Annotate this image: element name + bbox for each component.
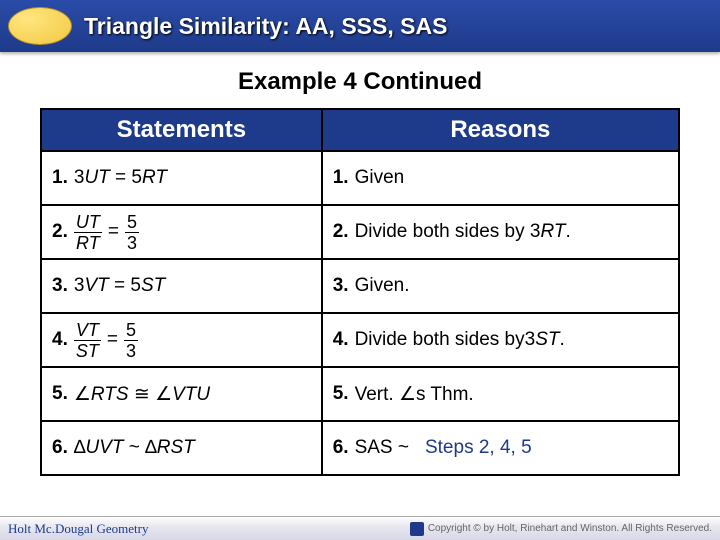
- steps-reference: Steps 2, 4, 5: [425, 437, 532, 459]
- footer-bar: Holt Mc.Dougal Geometry Copyright © by H…: [0, 516, 720, 540]
- fraction-5-3: 5 3: [125, 213, 139, 252]
- reason-text: SAS ~: [355, 437, 409, 459]
- row-number: 5.: [52, 383, 68, 405]
- example-subtitle: Example 4 Continued: [0, 52, 720, 108]
- statement-text: ∠RTS ≅ ∠VTU: [74, 383, 210, 406]
- reason-number: 1.: [333, 167, 349, 189]
- equals-sign: =: [108, 221, 119, 243]
- table-row: 4. VT ST = 5 3 4. Divide both sides by3S…: [41, 313, 679, 367]
- reason-text: Vert. ∠s Thm.: [355, 383, 474, 406]
- fraction-UT-RT: UT RT: [74, 213, 102, 252]
- statement-text: 3UT = 5RT: [74, 167, 167, 189]
- statement-text: 3VT = 5ST: [74, 275, 165, 297]
- reason-text: Given: [355, 167, 405, 189]
- chapter-title: Triangle Similarity: AA, SSS, SAS: [84, 13, 447, 40]
- reason-text: Given.: [355, 275, 410, 297]
- fraction-5-3: 5 3: [124, 321, 138, 360]
- table-row: 5. ∠RTS ≅ ∠VTU 5. Vert. ∠s Thm.: [41, 367, 679, 421]
- reason-number: 6.: [333, 437, 349, 459]
- statement-text: ∆UVT ~ ∆RST: [74, 437, 195, 459]
- table-row: 6. ∆UVT ~ ∆RST 6. SAS ~ Steps 2, 4, 5: [41, 421, 679, 475]
- copyright-label: Copyright © by Holt, Rinehart and Winsto…: [410, 522, 712, 536]
- proof-table: Statements Reasons 1. 3UT = 5RT 1. Given…: [40, 108, 680, 476]
- reason-number: 3.: [333, 275, 349, 297]
- table-row: 3. 3VT = 5ST 3. Given.: [41, 259, 679, 313]
- reason-number: 4.: [333, 329, 349, 351]
- row-number: 2.: [52, 221, 68, 243]
- row-number: 6.: [52, 437, 68, 459]
- table-row: 1. 3UT = 5RT 1. Given: [41, 151, 679, 205]
- equals-sign: =: [107, 329, 118, 351]
- header-oval-icon: [8, 7, 72, 45]
- row-number: 4.: [52, 329, 68, 351]
- row-number: 3.: [52, 275, 68, 297]
- title-bar: Triangle Similarity: AA, SSS, SAS: [0, 0, 720, 52]
- publisher-logo-icon: [410, 522, 424, 536]
- fraction-VT-ST: VT ST: [74, 321, 101, 360]
- header-statements: Statements: [41, 109, 322, 151]
- header-reasons: Reasons: [322, 109, 679, 151]
- reason-number: 2.: [333, 221, 349, 243]
- reason-number: 5.: [333, 383, 349, 405]
- reason-text: Divide both sides by3ST.: [355, 329, 565, 351]
- reason-text: Divide both sides by 3RT.: [355, 221, 571, 243]
- table-row: 2. UT RT = 5 3 2. Divide both sides by 3…: [41, 205, 679, 259]
- row-number: 1.: [52, 167, 68, 189]
- publisher-label: Holt Mc.Dougal Geometry: [8, 521, 148, 537]
